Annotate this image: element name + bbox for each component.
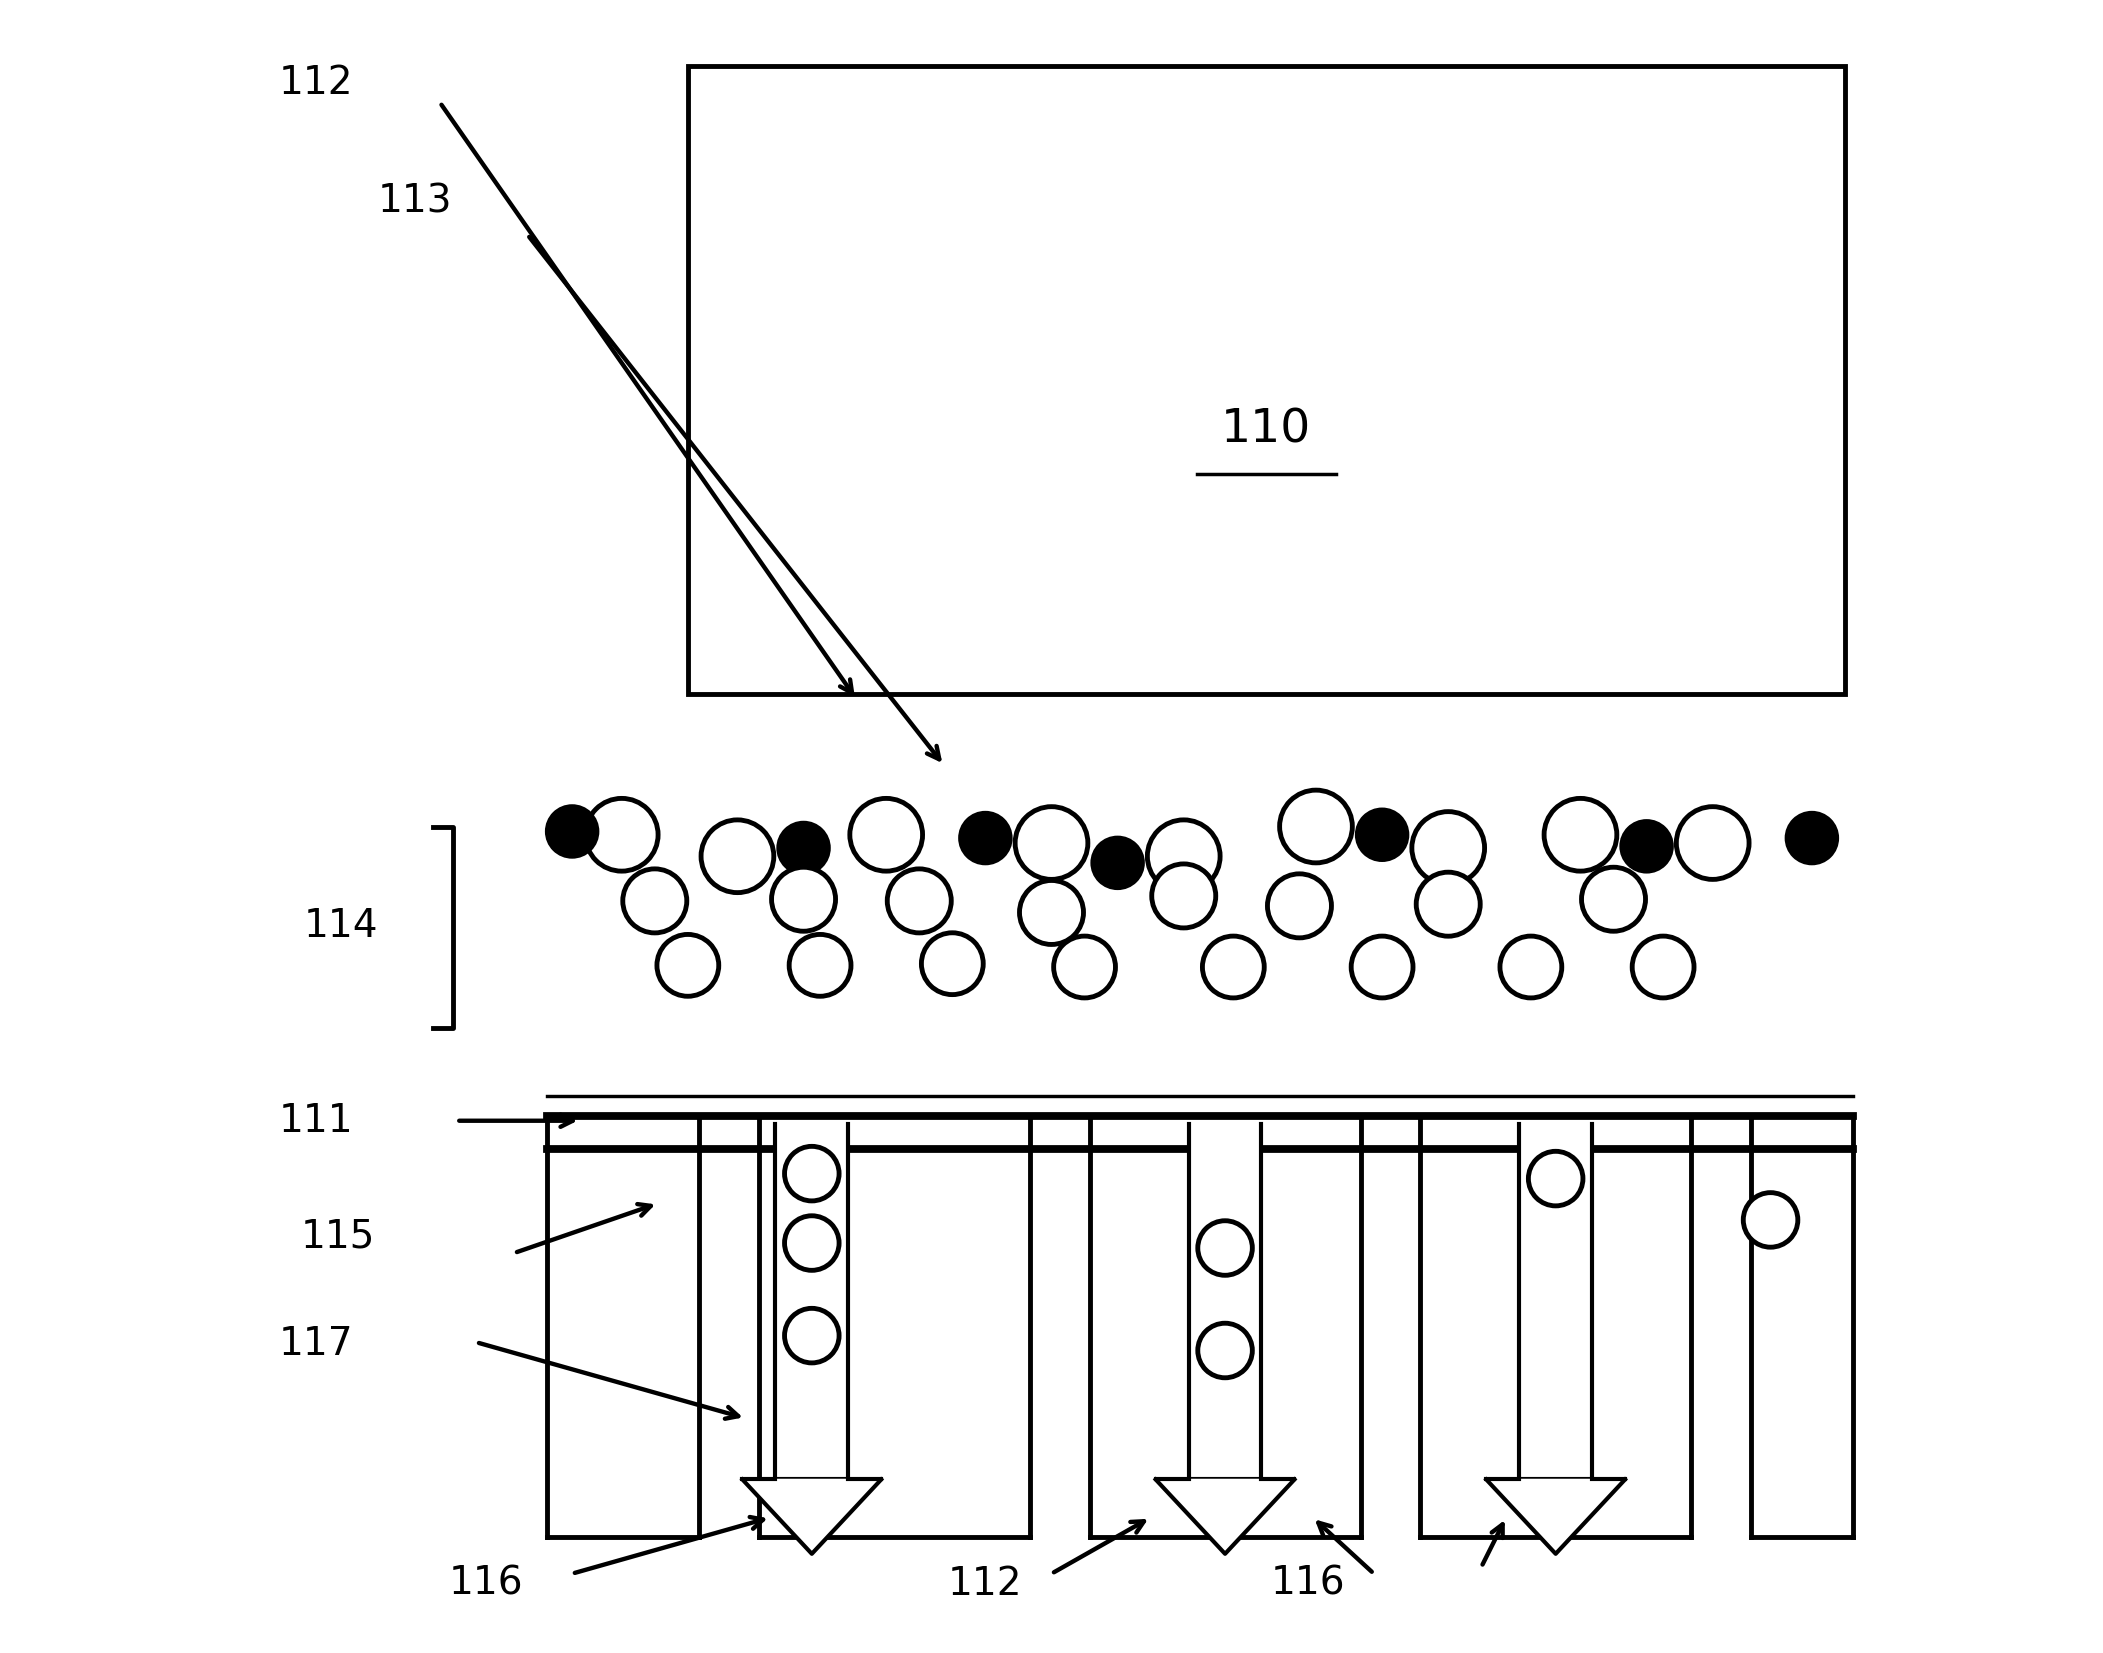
Circle shape bbox=[1743, 1193, 1798, 1246]
Circle shape bbox=[1621, 822, 1672, 871]
Circle shape bbox=[772, 868, 835, 931]
Circle shape bbox=[1054, 936, 1115, 998]
Circle shape bbox=[1352, 936, 1413, 998]
Circle shape bbox=[1020, 881, 1083, 944]
Circle shape bbox=[1411, 812, 1485, 884]
Circle shape bbox=[1356, 810, 1407, 860]
Circle shape bbox=[700, 820, 774, 893]
Circle shape bbox=[1152, 865, 1216, 927]
Circle shape bbox=[784, 1217, 839, 1270]
Circle shape bbox=[1148, 820, 1220, 893]
Circle shape bbox=[778, 823, 829, 873]
Polygon shape bbox=[547, 1116, 1853, 1149]
Polygon shape bbox=[776, 1124, 848, 1479]
Circle shape bbox=[784, 1309, 839, 1362]
Circle shape bbox=[585, 798, 658, 871]
Polygon shape bbox=[1157, 1479, 1295, 1554]
Circle shape bbox=[622, 869, 688, 932]
Circle shape bbox=[850, 798, 923, 871]
Circle shape bbox=[1529, 1152, 1584, 1207]
Circle shape bbox=[921, 932, 984, 995]
Circle shape bbox=[1199, 1322, 1253, 1379]
Text: 112: 112 bbox=[948, 1565, 1022, 1602]
Circle shape bbox=[656, 934, 719, 997]
Circle shape bbox=[1279, 790, 1352, 863]
Circle shape bbox=[1203, 936, 1264, 998]
Text: 116: 116 bbox=[1270, 1565, 1346, 1602]
Text: 113: 113 bbox=[379, 183, 452, 220]
Text: 112: 112 bbox=[280, 64, 353, 101]
Circle shape bbox=[1094, 838, 1142, 888]
Polygon shape bbox=[1089, 1116, 1361, 1537]
Polygon shape bbox=[547, 1116, 700, 1537]
Polygon shape bbox=[1188, 1124, 1262, 1479]
Text: 117: 117 bbox=[278, 1326, 353, 1362]
Circle shape bbox=[784, 1147, 839, 1200]
Circle shape bbox=[1268, 874, 1331, 937]
Circle shape bbox=[1499, 936, 1563, 998]
Circle shape bbox=[1632, 936, 1695, 998]
Circle shape bbox=[887, 869, 951, 932]
Polygon shape bbox=[1420, 1116, 1691, 1537]
Text: 116: 116 bbox=[448, 1565, 524, 1602]
Polygon shape bbox=[1518, 1124, 1592, 1479]
Bar bbox=[688, 66, 1844, 694]
Circle shape bbox=[961, 813, 1009, 863]
Circle shape bbox=[1676, 807, 1750, 879]
Text: 114: 114 bbox=[303, 907, 379, 944]
Text: 111: 111 bbox=[278, 1103, 353, 1139]
Polygon shape bbox=[1487, 1479, 1626, 1554]
Circle shape bbox=[1016, 807, 1087, 879]
Polygon shape bbox=[1750, 1116, 1853, 1537]
Circle shape bbox=[547, 807, 597, 856]
Text: 110: 110 bbox=[1222, 407, 1312, 453]
Circle shape bbox=[1544, 798, 1617, 871]
Text: 115: 115 bbox=[301, 1218, 374, 1255]
Circle shape bbox=[1415, 873, 1481, 936]
Circle shape bbox=[1581, 868, 1645, 931]
Circle shape bbox=[789, 934, 852, 997]
Polygon shape bbox=[742, 1479, 881, 1554]
Circle shape bbox=[1199, 1220, 1253, 1276]
Polygon shape bbox=[759, 1116, 1030, 1537]
Circle shape bbox=[1788, 813, 1836, 863]
